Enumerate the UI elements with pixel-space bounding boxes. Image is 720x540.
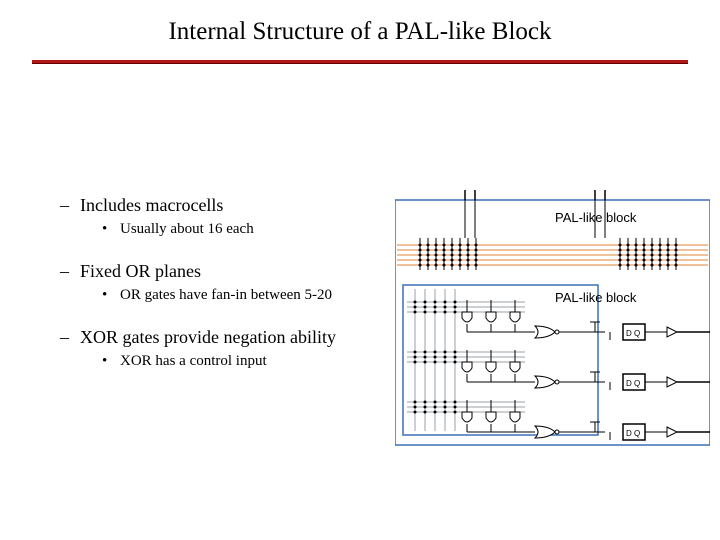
- bullet-1-text: Includes macrocells: [80, 195, 223, 215]
- bullet-1-sub-text: Usually about 16 each: [120, 221, 254, 237]
- bullet-2-text: Fixed OR planes: [80, 261, 201, 281]
- bullet-content: –Includes macrocells •Usually about 16 e…: [60, 195, 380, 370]
- title-rule: [32, 60, 688, 64]
- bullet-1-sub: •Usually about 16 each: [102, 220, 380, 239]
- bullet-3-sub-text: XOR has a control input: [120, 353, 267, 369]
- bullet-1: –Includes macrocells: [60, 195, 380, 216]
- bullet-2-sub: •OR gates have fan-in between 5-20: [102, 286, 380, 305]
- bullet-3: –XOR gates provide negation ability: [60, 327, 380, 348]
- svg-text:D Q: D Q: [626, 429, 640, 438]
- svg-text:D Q: D Q: [626, 329, 640, 338]
- svg-text:D Q: D Q: [626, 379, 640, 388]
- diagram-svg: D Q D Q D Q: [395, 190, 710, 450]
- bullet-2: –Fixed OR planes: [60, 261, 380, 282]
- label-inner: PAL-like block: [555, 290, 636, 305]
- label-top: PAL-like block: [555, 210, 636, 225]
- bullet-3-sub: •XOR has a control input: [102, 352, 380, 371]
- pal-diagram: PAL-like block PAL-like block D Q D Q D Q: [395, 190, 710, 450]
- bullet-2-sub-text: OR gates have fan-in between 5-20: [120, 287, 332, 303]
- bullet-3-text: XOR gates provide negation ability: [80, 327, 336, 347]
- slide-title: Internal Structure of a PAL-like Block: [0, 0, 720, 46]
